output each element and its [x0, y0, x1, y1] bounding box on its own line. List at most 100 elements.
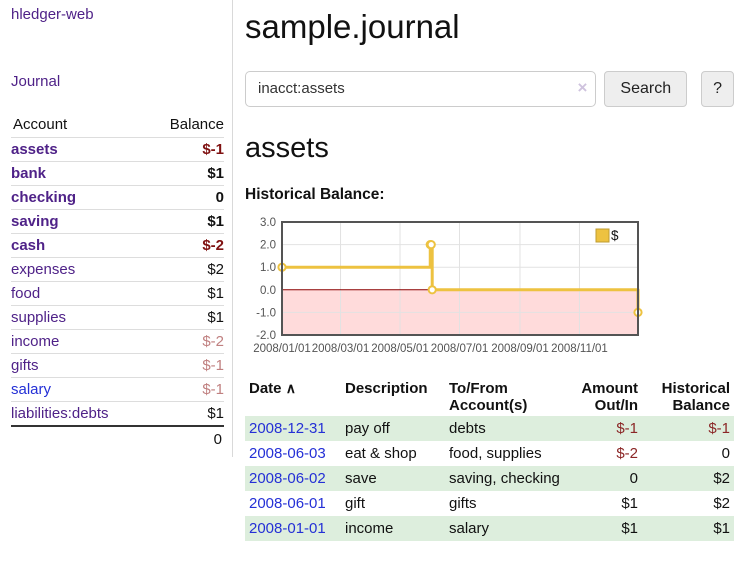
- transaction-description: income: [345, 519, 394, 537]
- register-row: 2008-06-01 gift gifts $1 $2: [245, 491, 734, 516]
- svg-text:2008/07/01: 2008/07/01: [431, 343, 489, 355]
- main-content: sample.journal × Search ? assets Histori…: [245, 0, 734, 541]
- svg-text:1.0: 1.0: [260, 262, 276, 274]
- account-balance: $1: [146, 209, 224, 234]
- account-row-income: income $-2: [11, 329, 224, 354]
- account-row-supplies: supplies $1: [11, 305, 224, 330]
- column-header-accounts: To/From Account(s): [449, 379, 528, 414]
- svg-text:0.0: 0.0: [260, 285, 276, 297]
- account-balance: $1: [146, 161, 224, 186]
- accounts-total-value: 0: [11, 425, 224, 451]
- accounts-total-row: 0: [11, 425, 224, 451]
- account-balance: $1: [146, 401, 224, 426]
- svg-text:2.0: 2.0: [260, 240, 276, 252]
- svg-text:2008/09/01: 2008/09/01: [491, 343, 549, 355]
- svg-text:$: $: [611, 228, 619, 243]
- svg-text:-2.0: -2.0: [256, 330, 276, 342]
- transaction-description: gift: [345, 494, 366, 512]
- sidebar: hledger-web Journal Account Balance asse…: [0, 0, 233, 457]
- accounts-header-row: Account Balance: [11, 113, 224, 138]
- transaction-accounts: salary: [449, 519, 490, 537]
- account-row-saving: saving $1: [11, 209, 224, 234]
- column-header-date[interactable]: Date ∧: [249, 379, 296, 397]
- search-form: × Search ?: [245, 70, 734, 107]
- account-row-cash: cash $-2: [11, 233, 224, 258]
- account-row-salary: salary $-1: [11, 377, 224, 402]
- account-balance: $1: [146, 281, 224, 306]
- account-link-expenses[interactable]: expenses: [11, 261, 76, 278]
- account-balance: $-1: [146, 353, 224, 378]
- account-row-gifts: gifts $-1: [11, 353, 224, 378]
- column-header-description: Description: [345, 379, 428, 397]
- sidebar-item-journal[interactable]: Journal: [11, 73, 61, 90]
- transaction-balance: $-1: [708, 419, 730, 437]
- account-row-assets: assets $-1: [11, 137, 224, 162]
- transaction-date-link[interactable]: 2008-06-02: [249, 469, 326, 487]
- transaction-date-link[interactable]: 2008-06-01: [249, 494, 326, 512]
- column-header-amount: Amount Out/In: [581, 379, 638, 414]
- transaction-description: eat & shop: [345, 444, 417, 462]
- svg-text:2008/03/01: 2008/03/01: [312, 343, 370, 355]
- account-row-liabilities-debts: liabilities:debts $1: [11, 401, 224, 426]
- register-header-row: Date ∧ Description To/From Account(s) Amo…: [245, 378, 734, 416]
- account-row-food: food $1: [11, 281, 224, 306]
- account-link-liabilities-debts[interactable]: liabilities:debts: [11, 405, 109, 422]
- account-row-bank: bank $1: [11, 161, 224, 186]
- account-link-assets[interactable]: assets: [11, 141, 58, 158]
- legend-swatch-icon: [595, 228, 610, 243]
- transaction-amount: 0: [629, 469, 638, 487]
- register-row: 2008-12-31 pay off debts $-1 $-1: [245, 415, 734, 441]
- brand-link[interactable]: hledger-web: [11, 6, 94, 23]
- account-row-expenses: expenses $2: [11, 257, 224, 282]
- transaction-date-link[interactable]: 2008-01-01: [249, 519, 326, 537]
- transaction-amount: $-1: [616, 419, 638, 437]
- svg-text:2008/05/01: 2008/05/01: [371, 343, 429, 355]
- svg-text:-1.0: -1.0: [256, 307, 276, 319]
- sort-asc-icon: ∧: [285, 379, 296, 396]
- register-row: 2008-06-03 eat & shop food, supplies $-2…: [245, 441, 734, 466]
- transaction-amount: $1: [621, 519, 638, 537]
- transaction-amount: $-2: [616, 444, 638, 462]
- account-link-food[interactable]: food: [11, 285, 41, 302]
- transaction-accounts: gifts: [449, 494, 477, 512]
- svg-text:2008/11/01: 2008/11/01: [551, 343, 608, 355]
- search-input[interactable]: [245, 70, 597, 107]
- transaction-accounts: saving, checking: [449, 469, 560, 487]
- account-balance: $-1: [146, 377, 224, 402]
- account-balance: $2: [146, 257, 224, 282]
- account-link-gifts[interactable]: gifts: [11, 357, 39, 374]
- account-link-checking[interactable]: checking: [11, 189, 77, 206]
- search-button[interactable]: Search: [604, 70, 688, 107]
- transaction-balance: $1: [713, 519, 730, 537]
- account-page-title: assets: [245, 131, 329, 164]
- account-link-supplies[interactable]: supplies: [11, 309, 67, 326]
- transaction-amount: $1: [621, 494, 638, 512]
- balance-chart: $3.0 2.0 1.0 0.0 -1.0 -2.0 2008/01/01 2008/03/0…: [245, 211, 645, 357]
- page-title: sample.journal: [245, 8, 460, 45]
- svg-text:2008/01/01: 2008/01/01: [253, 343, 311, 355]
- transaction-balance: $2: [713, 469, 730, 487]
- svg-text:3.0: 3.0: [260, 217, 276, 229]
- transaction-accounts: food, supplies: [449, 444, 542, 462]
- account-balance: 0: [146, 185, 224, 210]
- column-header-balance: Historical Balance: [661, 379, 730, 414]
- account-balance: $1: [146, 305, 224, 330]
- transaction-balance: 0: [721, 444, 730, 462]
- account-link-saving[interactable]: saving: [11, 213, 59, 230]
- register-row: 2008-06-02 save saving, checking 0 $2: [245, 465, 734, 491]
- clear-search-icon[interactable]: ×: [577, 77, 588, 97]
- help-button[interactable]: ?: [701, 70, 734, 107]
- transaction-accounts: debts: [449, 419, 486, 437]
- transaction-date-link[interactable]: 2008-06-03: [249, 444, 326, 462]
- account-link-cash[interactable]: cash: [11, 237, 46, 254]
- accounts-header-balance: Balance: [169, 116, 224, 133]
- account-link-salary[interactable]: salary: [11, 381, 52, 398]
- account-link-bank[interactable]: bank: [11, 165, 47, 182]
- transaction-date-link[interactable]: 2008-12-31: [249, 419, 326, 437]
- account-link-income[interactable]: income: [11, 333, 60, 350]
- chart-title: Historical Balance:: [245, 185, 385, 203]
- account-balance: $-2: [146, 233, 224, 258]
- account-balance: $-2: [146, 329, 224, 354]
- accounts-header-account: Account: [13, 116, 68, 133]
